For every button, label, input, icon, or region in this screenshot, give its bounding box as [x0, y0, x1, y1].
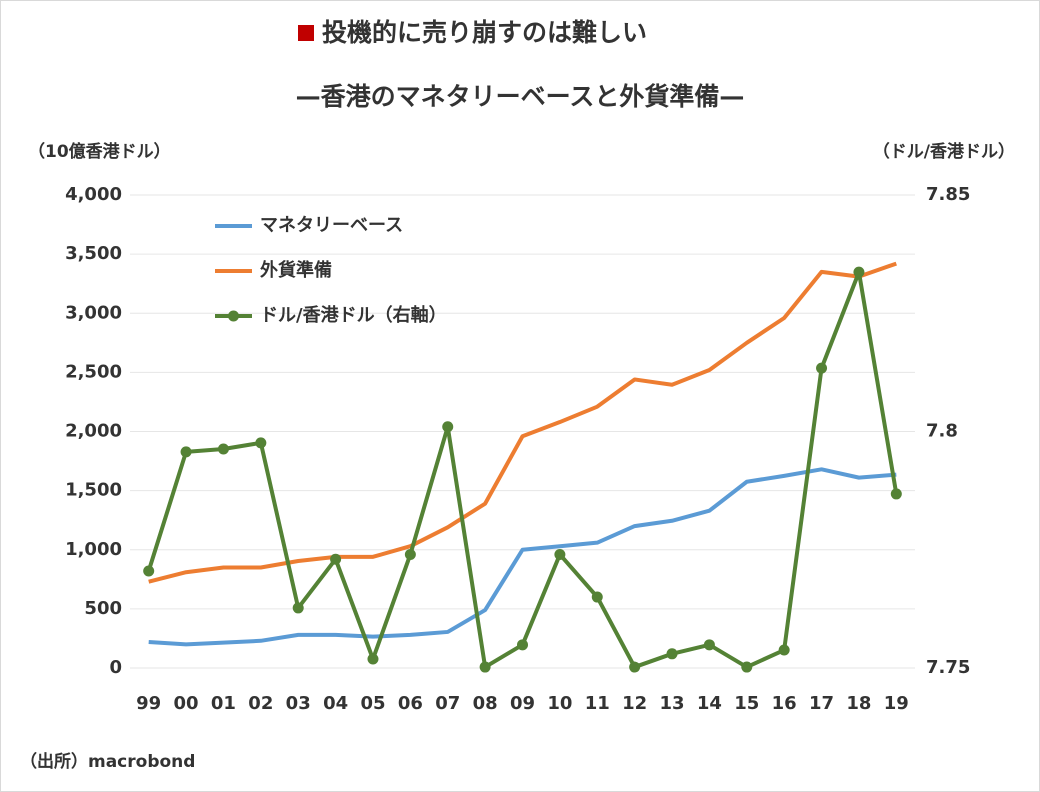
x-tick-label: 15	[734, 693, 759, 714]
y-tick-label: 1,500	[65, 480, 122, 501]
series-marker	[330, 553, 342, 565]
x-tick-label: 19	[884, 693, 909, 714]
series-marker	[479, 661, 491, 673]
x-tick-label: 01	[211, 693, 236, 714]
y2-axis-label: （ドル/香港ドル）	[873, 141, 1015, 162]
x-tick-label: 08	[473, 693, 498, 714]
y-tick-label: 2,500	[65, 361, 122, 382]
y-tick-label: 2,000	[65, 421, 122, 442]
x-tick-label: 04	[323, 693, 348, 714]
x-tick-label: 02	[248, 693, 273, 714]
legend-marker	[228, 310, 239, 322]
y-tick-label: 3,500	[65, 243, 122, 264]
x-tick-label: 17	[809, 693, 834, 714]
series-marker	[703, 639, 715, 651]
series-marker	[666, 648, 678, 660]
y2-tick-label: 7.85	[926, 184, 970, 205]
x-tick-label: 07	[435, 693, 460, 714]
series-line	[148, 467, 897, 647]
y-tick-label: 4,000	[65, 184, 122, 205]
x-tick-label: 12	[622, 693, 647, 714]
legend-label: ドル/香港ドル（右軸）	[260, 304, 447, 326]
series-marker	[292, 602, 304, 614]
series-marker	[591, 591, 603, 603]
series-line	[148, 261, 897, 584]
series-marker	[778, 644, 790, 656]
series-marker	[255, 437, 267, 449]
x-tick-label: 09	[510, 693, 535, 714]
x-tick-label: 99	[136, 693, 161, 714]
series-marker	[741, 661, 753, 673]
y-tick-label: 1,000	[65, 539, 122, 560]
chart-title: 投機的に売り崩すのは難しい	[322, 18, 647, 47]
y-tick-label: 0	[109, 657, 122, 678]
title-bullet	[298, 25, 314, 41]
series-marker	[853, 266, 865, 278]
series-marker	[517, 639, 528, 651]
x-tick-label: 00	[174, 693, 199, 714]
x-tick-label: 10	[547, 693, 572, 714]
x-tick-label: 05	[360, 693, 385, 714]
y-axis-label: （10億香港ドル）	[28, 141, 171, 162]
series-marker	[217, 443, 229, 455]
x-tick-label: 18	[846, 693, 871, 714]
y-tick-label: 500	[84, 598, 122, 619]
series-marker	[404, 548, 416, 560]
x-tick-label: 06	[398, 693, 423, 714]
series-marker	[367, 653, 379, 665]
series-marker	[143, 565, 155, 577]
legend-label: 外貨準備	[260, 259, 332, 281]
y2-tick-label: 7.75	[926, 657, 970, 678]
series-marker	[180, 446, 192, 458]
series-marker	[816, 362, 828, 374]
source: （出所）macrobond	[20, 751, 195, 772]
series-marker	[442, 421, 454, 433]
legend-label: マネタリーベース	[260, 215, 403, 236]
x-tick-label: 16	[772, 693, 797, 714]
x-tick-label: 14	[697, 693, 722, 714]
series-marker	[629, 661, 641, 673]
x-tick-label: 13	[659, 693, 684, 714]
series-marker	[554, 548, 566, 560]
y-tick-label: 3,000	[65, 302, 122, 323]
x-tick-label: 11	[585, 693, 610, 714]
y2-tick-label: 7.8	[926, 421, 958, 442]
chart-subtitle: —香港のマネタリーベースと外貨準備—	[296, 82, 745, 111]
series-marker	[890, 488, 902, 500]
x-tick-label: 03	[286, 693, 311, 714]
